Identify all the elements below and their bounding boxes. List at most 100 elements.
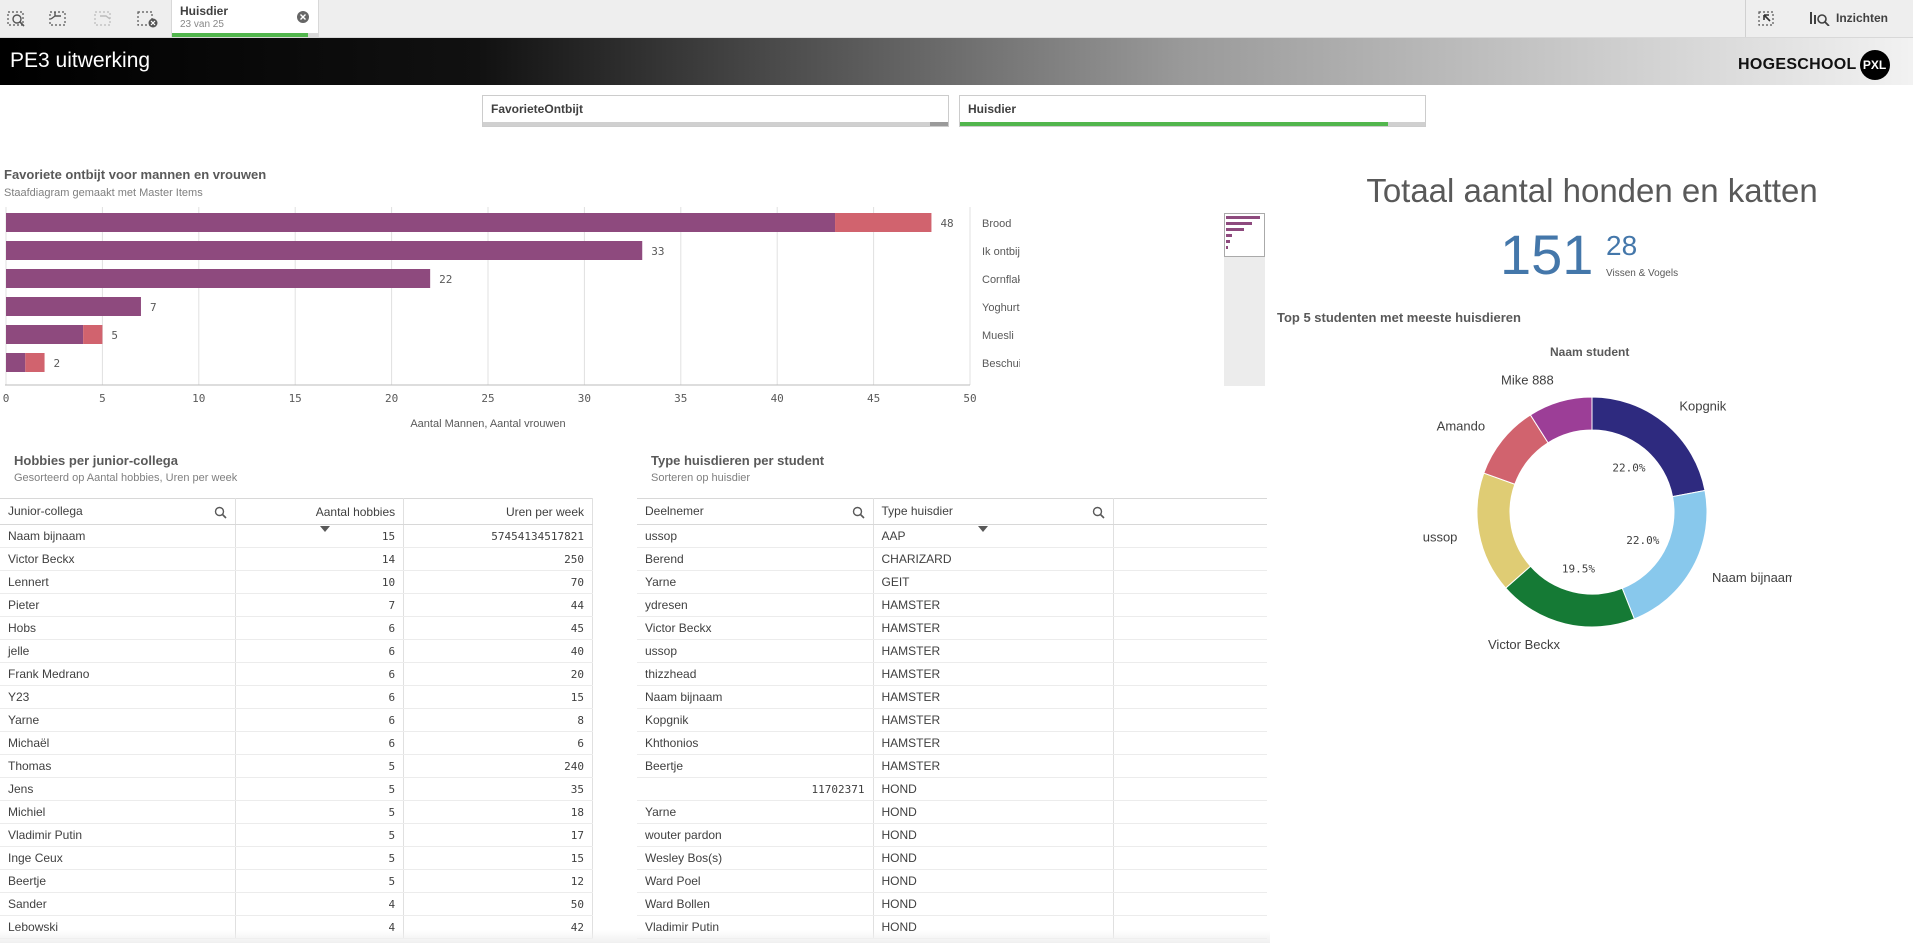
table-row[interactable]: Victor Beckx HAMSTER <box>637 616 1267 640</box>
table-cell[interactable]: Ward Bollen <box>637 892 874 916</box>
table-row[interactable]: Kopgnik HAMSTER <box>637 708 1267 732</box>
category-label[interactable]: Cornflakes <box>982 274 1020 286</box>
table-cell[interactable]: ussop <box>637 524 874 548</box>
table-cell[interactable]: 35 <box>403 777 593 801</box>
table-cell[interactable]: 6 <box>403 731 593 755</box>
table-cell[interactable]: Y23 <box>0 685 237 709</box>
hobbies-table[interactable]: Junior-collega Aantal hobbies Uren per w… <box>0 498 593 939</box>
bar-brood-series-1[interactable] <box>6 213 836 232</box>
donut-chart[interactable]: Kopgnik 22.0% Naam bijnaam 22.0% Victor Beck… <box>1392 370 1792 660</box>
table-row[interactable]: Wesley Bos(s) HOND <box>637 846 1267 870</box>
table-cell[interactable]: Victor Beckx <box>0 547 237 571</box>
bar-cornflakes-series-1[interactable] <box>6 269 431 288</box>
table-cell[interactable]: HOND <box>873 892 1114 916</box>
table-cell[interactable]: 18 <box>403 800 593 824</box>
table-cell[interactable]: 44 <box>403 593 593 617</box>
column-header-type[interactable]: Type huisdier <box>873 498 1114 532</box>
bar-ik-ontbijt-niet-series-1[interactable] <box>6 241 643 260</box>
table-cell[interactable]: 6 <box>235 662 405 686</box>
table-cell[interactable]: 7 <box>235 593 405 617</box>
table-cell[interactable]: HOND <box>873 777 1114 801</box>
search-icon[interactable] <box>1092 506 1105 519</box>
table-row[interactable]: Jens 5 35 <box>0 777 593 801</box>
slice-naam-bijnaam[interactable] <box>1621 489 1708 620</box>
table-row[interactable]: ydresen HAMSTER <box>637 593 1267 617</box>
bar-muesli-series-2[interactable] <box>83 325 103 344</box>
table-row[interactable]: Michiel 5 18 <box>0 800 593 824</box>
table-cell[interactable]: Naam bijnaam <box>637 685 874 709</box>
table-cell[interactable]: ydresen <box>637 593 874 617</box>
chart-scrollbar[interactable] <box>1224 213 1265 386</box>
table-cell[interactable]: Hobs <box>0 616 237 640</box>
column-header-junior[interactable]: Junior-collega <box>0 498 237 525</box>
table-cell[interactable]: 12 <box>403 869 593 893</box>
table-cell[interactable]: HAMSTER <box>873 708 1114 732</box>
table-row[interactable]: Ward Poel HOND <box>637 869 1267 893</box>
table-cell[interactable]: Frank Medrano <box>0 662 237 686</box>
category-label[interactable]: Muesli <box>982 330 1014 342</box>
table-cell[interactable]: Yarne <box>637 570 874 594</box>
column-header-deelnemer[interactable]: Deelnemer <box>637 498 874 525</box>
table-cell[interactable]: Inge Ceux <box>0 846 237 870</box>
table-cell[interactable]: 6 <box>235 708 405 732</box>
table-cell[interactable]: 14 <box>235 547 405 571</box>
table-cell[interactable]: 5 <box>235 869 405 893</box>
column-header-aantal[interactable]: Aantal hobbies <box>235 498 405 532</box>
close-icon[interactable] <box>296 10 310 29</box>
table-cell[interactable]: HAMSTER <box>873 685 1114 709</box>
table-cell[interactable]: 20 <box>403 662 593 686</box>
bar-muesli-series-1[interactable] <box>6 325 84 344</box>
bar-brood-series-2[interactable] <box>835 213 932 232</box>
table-cell[interactable]: 5 <box>235 846 405 870</box>
table-cell[interactable]: HAMSTER <box>873 593 1114 617</box>
column-header-uren[interactable]: Uren per week <box>403 498 593 525</box>
table-cell[interactable]: thizzhead <box>637 662 874 686</box>
table-row[interactable]: Frank Medrano 6 20 <box>0 662 593 686</box>
table-cell[interactable]: ussop <box>637 639 874 663</box>
category-label[interactable]: Ik ontbijt niet <box>982 246 1020 258</box>
pets-table[interactable]: Deelnemer Type huisdier ussop AAP Berend CH… <box>637 498 1267 939</box>
table-row[interactable]: Berend CHARIZARD <box>637 547 1267 571</box>
table-cell[interactable]: Naam bijnaam <box>0 524 237 548</box>
smart-search-button[interactable] <box>3 6 31 32</box>
selection-tool-button[interactable] <box>1753 6 1781 32</box>
table-cell[interactable]: 6 <box>235 639 405 663</box>
table-cell[interactable]: CHARIZARD <box>873 547 1114 571</box>
table-row[interactable]: Thomas 5 240 <box>0 754 593 778</box>
table-cell[interactable]: Beertje <box>637 754 874 778</box>
filter-favorieteontbijt[interactable]: FavorieteOntbijt <box>482 95 949 127</box>
table-cell[interactable]: Wesley Bos(s) <box>637 846 874 870</box>
table-cell[interactable]: Jens <box>0 777 237 801</box>
bar-beschuit-series-1[interactable] <box>6 353 26 372</box>
table-cell[interactable]: 5 <box>235 800 405 824</box>
table-row[interactable]: Hobs 6 45 <box>0 616 593 640</box>
table-cell[interactable]: 6 <box>235 731 405 755</box>
table-cell[interactable]: Vladimir Putin <box>0 823 237 847</box>
bar-yoghurt-series-1[interactable] <box>6 297 141 316</box>
table-row[interactable]: Inge Ceux 5 15 <box>0 846 593 870</box>
table-cell[interactable]: Kopgnik <box>637 708 874 732</box>
table-row[interactable]: Michaël 6 6 <box>0 731 593 755</box>
step-back-button[interactable] <box>45 6 73 32</box>
table-row[interactable]: Beertje HAMSTER <box>637 754 1267 778</box>
search-icon[interactable] <box>852 506 865 519</box>
table-row[interactable]: 11702371 HOND <box>637 777 1267 801</box>
table-cell[interactable]: HAMSTER <box>873 731 1114 755</box>
table-cell[interactable]: HOND <box>873 846 1114 870</box>
slice-ussop[interactable] <box>1476 472 1532 589</box>
table-cell[interactable]: wouter pardon <box>637 823 874 847</box>
table-row[interactable]: ussop AAP <box>637 524 1267 548</box>
step-forward-button[interactable] <box>90 6 118 32</box>
table-row[interactable]: Sander 4 50 <box>0 892 593 916</box>
table-cell[interactable]: 6 <box>235 616 405 640</box>
table-cell[interactable]: 50 <box>403 892 593 916</box>
table-cell[interactable]: 40 <box>403 639 593 663</box>
table-row[interactable]: Beertje 5 12 <box>0 869 593 893</box>
table-cell[interactable]: Berend <box>637 547 874 571</box>
table-cell[interactable]: 11702371 <box>637 777 874 801</box>
table-row[interactable]: Khthonios HAMSTER <box>637 731 1267 755</box>
table-row[interactable]: wouter pardon HOND <box>637 823 1267 847</box>
insights-button[interactable]: Inzichten <box>1808 10 1888 26</box>
table-cell[interactable]: Michaël <box>0 731 237 755</box>
